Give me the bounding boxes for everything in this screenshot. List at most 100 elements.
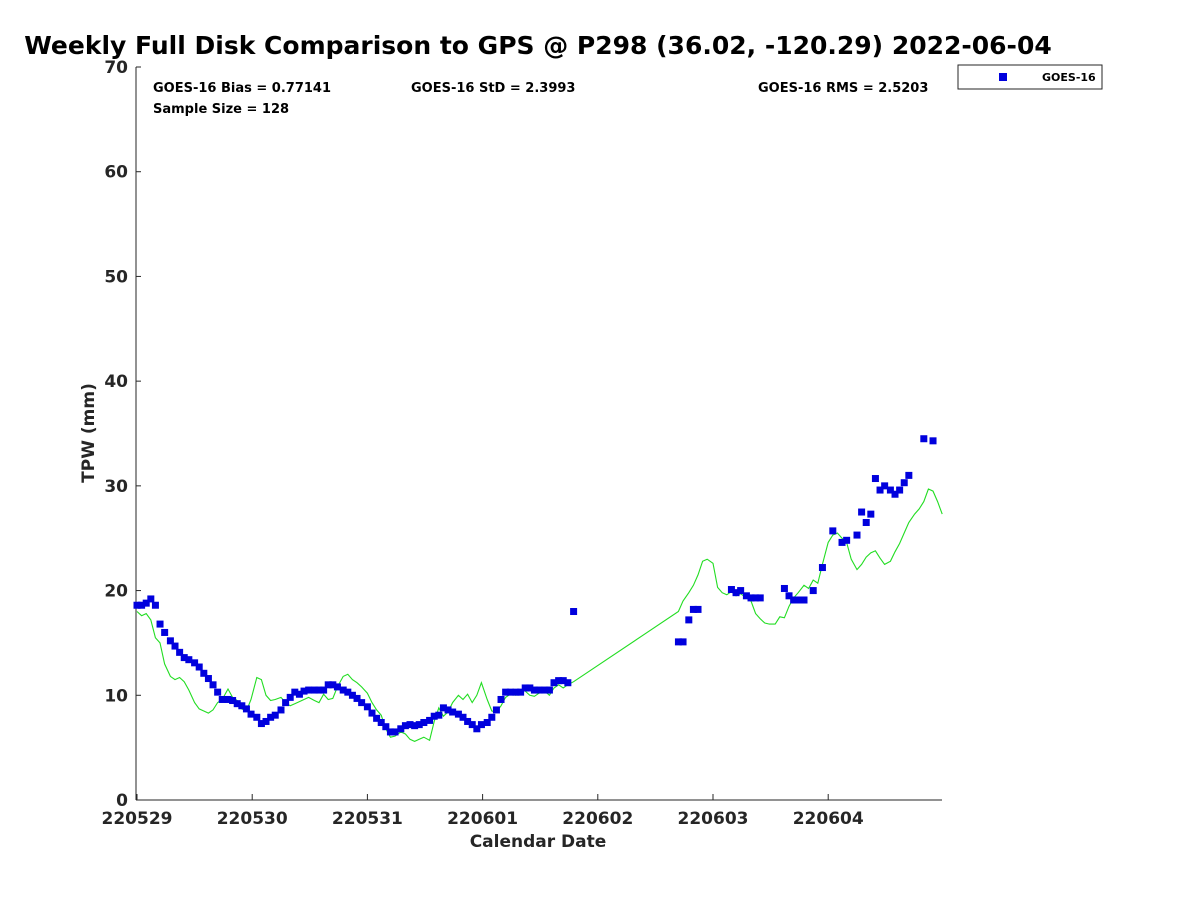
goes16-point bbox=[545, 686, 553, 694]
x-ticks: 220529 220530 220531 220601 220602 220603 2206… bbox=[102, 794, 864, 829]
goes16-point bbox=[253, 713, 261, 721]
goes16-point bbox=[257, 720, 265, 728]
std-stat: GOES-16 StD = 2.3993 bbox=[411, 81, 575, 96]
goes16-point bbox=[138, 601, 146, 609]
goes16-point bbox=[353, 694, 361, 702]
goes16-point bbox=[329, 681, 337, 689]
goes16-point bbox=[300, 687, 308, 695]
goes16-point bbox=[790, 596, 798, 604]
goes16-point bbox=[737, 587, 745, 595]
goes16-point bbox=[277, 706, 285, 714]
y-tick-label: 60 bbox=[104, 163, 128, 183]
goes16-point bbox=[694, 605, 702, 613]
goes16-point bbox=[473, 725, 481, 733]
goes16-point bbox=[530, 686, 538, 694]
plot-area bbox=[135, 67, 942, 801]
goes16-point bbox=[891, 490, 899, 498]
goes16-point bbox=[929, 437, 937, 445]
goes16-point bbox=[324, 681, 332, 689]
goes16-point bbox=[291, 688, 299, 696]
goes16-point bbox=[483, 719, 491, 727]
goes16-point bbox=[185, 656, 193, 664]
goes16-point bbox=[459, 713, 467, 721]
goes16-point bbox=[348, 691, 356, 699]
goes16-point bbox=[224, 695, 232, 703]
goes16-point bbox=[233, 700, 241, 708]
goes16-point bbox=[200, 669, 208, 677]
goes16-point bbox=[449, 708, 457, 716]
goes16-point bbox=[339, 686, 347, 694]
y-tick-label: 20 bbox=[104, 582, 128, 602]
legend-box bbox=[957, 64, 1103, 90]
goes16-point bbox=[752, 594, 760, 602]
goes16-point bbox=[191, 659, 199, 667]
x-tick-label: 220529 bbox=[102, 809, 173, 829]
goes16-point bbox=[426, 716, 434, 724]
goes16-point bbox=[454, 710, 462, 718]
goes16-point bbox=[742, 592, 750, 600]
legend-label-goes16: GOES-16 bbox=[1042, 71, 1096, 84]
goes16-point bbox=[358, 699, 366, 707]
goes16-point bbox=[262, 717, 270, 725]
goes16-point bbox=[344, 688, 352, 696]
goes16-point bbox=[506, 688, 514, 696]
y-tick-label: 10 bbox=[104, 686, 128, 706]
goes16-point bbox=[305, 686, 313, 694]
goes16-point bbox=[373, 714, 381, 722]
goes16-point bbox=[218, 695, 226, 703]
goes16-point bbox=[180, 654, 188, 662]
goes16-point bbox=[406, 721, 414, 729]
goes16-point bbox=[559, 677, 567, 685]
goes16-point bbox=[229, 697, 237, 705]
x-axis-label: Calendar Date bbox=[470, 832, 607, 852]
goes16-point bbox=[521, 684, 529, 692]
chart-title: Weekly Full Disk Comparison to GPS @ P29… bbox=[24, 31, 1051, 60]
x-tick-label: 220601 bbox=[447, 809, 518, 829]
goes16-point bbox=[829, 527, 837, 535]
goes16-point bbox=[401, 722, 409, 730]
goes16-point bbox=[526, 684, 534, 692]
goes16-point bbox=[151, 601, 159, 609]
goes16-point bbox=[794, 596, 802, 604]
goes16-point bbox=[166, 637, 174, 645]
x-tick-label: 220602 bbox=[562, 809, 633, 829]
goes16-point bbox=[780, 584, 788, 592]
goes16-point bbox=[881, 482, 889, 490]
goes16-point bbox=[756, 594, 764, 602]
goes16-point bbox=[564, 679, 572, 687]
goes16-point bbox=[492, 706, 500, 714]
goes16-point bbox=[876, 486, 884, 494]
goes16-point bbox=[468, 721, 476, 729]
goes16-point bbox=[238, 702, 246, 710]
goes16-point bbox=[477, 721, 485, 729]
goes16-point bbox=[550, 679, 558, 687]
goes16-point bbox=[867, 510, 875, 518]
goes16-point bbox=[171, 642, 179, 650]
y-tick-label: 40 bbox=[104, 372, 128, 392]
goes16-point bbox=[517, 688, 525, 696]
goes16-point bbox=[310, 686, 318, 694]
goes16-point bbox=[420, 719, 428, 727]
y-tick-label: 50 bbox=[104, 267, 128, 287]
x-tick-label: 220530 bbox=[217, 809, 288, 829]
goes16-point bbox=[439, 704, 447, 712]
goes16-point bbox=[320, 686, 328, 694]
gps-line bbox=[136, 488, 943, 743]
goes16-point bbox=[247, 710, 255, 718]
goes16-point bbox=[368, 709, 376, 717]
goes16-point bbox=[785, 592, 793, 600]
goes16-point bbox=[435, 711, 443, 719]
goes16-point bbox=[195, 663, 203, 671]
goes16-point bbox=[488, 713, 496, 721]
goes16-point bbox=[133, 601, 141, 609]
goes16-point bbox=[727, 586, 735, 594]
goes16-point bbox=[818, 564, 826, 572]
bias-stat: GOES-16 Bias = 0.77141 bbox=[153, 81, 331, 96]
goes16-point bbox=[204, 675, 212, 683]
goes16-point bbox=[886, 486, 894, 494]
goes16-point bbox=[900, 479, 908, 487]
goes16-point bbox=[800, 596, 808, 604]
goes16-point bbox=[161, 628, 169, 636]
goes16-point bbox=[732, 589, 740, 597]
